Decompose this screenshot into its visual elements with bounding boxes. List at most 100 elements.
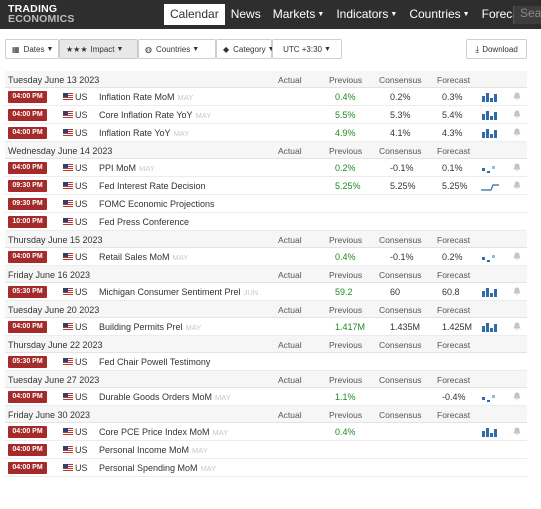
us-flag-icon bbox=[63, 464, 73, 471]
impact-filter-button[interactable]: ★★★ Impact ▼ bbox=[59, 39, 138, 59]
bell-icon[interactable] bbox=[513, 128, 521, 137]
chevron-down-icon: ▼ bbox=[462, 11, 470, 18]
event-name-link[interactable]: FOMC Economic Projections bbox=[99, 199, 215, 209]
sparkline-chart[interactable] bbox=[481, 321, 499, 333]
previous-value: 1.1% bbox=[335, 392, 356, 402]
countries-filter-button[interactable]: ◍ Countries ▼ bbox=[138, 39, 216, 59]
event-name-link[interactable]: Retail Sales MoM MAY bbox=[99, 252, 189, 262]
sparkline-chart[interactable] bbox=[481, 426, 499, 438]
event-row[interactable]: 04:00 PM US Durable Goods Orders MoM MAY 1.1… bbox=[5, 388, 527, 406]
nav-item-news[interactable]: News bbox=[225, 4, 267, 25]
date-header-row: Tuesday June 13 2023 Actual Previous Consen… bbox=[5, 71, 527, 88]
column-header-forecast: Forecast bbox=[437, 146, 471, 156]
timezone-filter-button[interactable]: UTC +3:30 ▼ bbox=[272, 39, 342, 59]
nav-item-markets[interactable]: Markets ▼ bbox=[267, 4, 331, 25]
event-row[interactable]: 04:00 PM US Personal Income MoM MAY bbox=[5, 441, 527, 459]
nav-item-countries[interactable]: Countries ▼ bbox=[403, 4, 475, 25]
sparkline-chart[interactable] bbox=[481, 391, 499, 403]
sparkline-chart[interactable] bbox=[481, 162, 499, 174]
event-name-link[interactable]: Building Permits Prel MAY bbox=[99, 322, 202, 332]
forecast-value[interactable]: 60.8 bbox=[442, 287, 460, 297]
event-name-link[interactable]: Core PCE Price Index MoM MAY bbox=[99, 427, 229, 437]
forecast-value[interactable]: 4.3% bbox=[442, 128, 463, 138]
country-code: US bbox=[75, 252, 88, 262]
us-flag-icon bbox=[63, 93, 73, 100]
sparkline-chart[interactable] bbox=[481, 91, 499, 103]
event-row[interactable]: 10:00 PM US Fed Press Conference bbox=[5, 213, 527, 231]
event-name-link[interactable]: Fed Interest Rate Decision bbox=[99, 181, 206, 191]
forecast-value[interactable]: -0.4% bbox=[442, 392, 466, 402]
event-row[interactable]: 04:00 PM US Retail Sales MoM MAY 0.4% -0.1% 0.… bbox=[5, 248, 527, 266]
country-code: US bbox=[75, 163, 88, 173]
forecast-value[interactable]: 0.3% bbox=[442, 92, 463, 102]
us-flag-icon bbox=[63, 111, 73, 118]
event-name-link[interactable]: Core Inflation Rate YoY MAY bbox=[99, 110, 212, 120]
sparkline-chart[interactable] bbox=[481, 127, 499, 139]
nav-item-label: Indicators bbox=[336, 7, 389, 21]
bell-icon[interactable] bbox=[513, 252, 521, 261]
column-header-consensus: Consensus bbox=[379, 146, 422, 156]
bell-icon[interactable] bbox=[513, 287, 521, 296]
bell-icon[interactable] bbox=[513, 392, 521, 401]
search-input[interactable]: Sea bbox=[513, 6, 541, 24]
column-header-actual: Actual bbox=[278, 410, 302, 420]
event-name-link[interactable]: PPI MoM MAY bbox=[99, 163, 155, 173]
event-row[interactable]: 04:00 PM US Building Permits Prel MAY 1.417M… bbox=[5, 318, 527, 336]
consensus-value: -0.1% bbox=[390, 163, 414, 173]
event-row[interactable]: 09:30 PM US Fed Interest Rate Decision 5.25… bbox=[5, 177, 527, 195]
bell-icon[interactable] bbox=[513, 110, 521, 119]
event-name-link[interactable]: Inflation Rate YoY MAY bbox=[99, 128, 190, 138]
event-row[interactable]: 04:00 PM US PPI MoM MAY 0.2% -0.1% 0.1% bbox=[5, 159, 527, 177]
event-row[interactable]: 05:30 PM US Michigan Consumer Sentiment Pr… bbox=[5, 283, 527, 301]
category-filter-button[interactable]: ◆ Category ▼ bbox=[216, 39, 275, 59]
dates-filter-button[interactable]: ▦ Dates ▼ bbox=[5, 39, 59, 59]
forecast-value[interactable]: 1.425M bbox=[442, 322, 473, 332]
date-header: Thursday June 15 2023 bbox=[8, 235, 103, 245]
nav-item-calendar[interactable]: Calendar bbox=[164, 4, 225, 25]
bell-icon[interactable] bbox=[513, 427, 521, 436]
event-name-link[interactable]: Personal Income MoM MAY bbox=[99, 445, 208, 455]
trading-economics-logo[interactable]: TRADING ECONOMICS bbox=[8, 4, 75, 25]
sparkline-chart[interactable] bbox=[481, 251, 499, 263]
forecast-value[interactable]: 5.4% bbox=[442, 110, 463, 120]
download-button[interactable]: ⤓ Download bbox=[466, 39, 527, 59]
us-flag-icon bbox=[63, 428, 73, 435]
event-name-link[interactable]: Personal Spending MoM MAY bbox=[99, 463, 217, 473]
event-name-link[interactable]: Michigan Consumer Sentiment Prel JUN bbox=[99, 287, 259, 297]
consensus-value: 5.3% bbox=[390, 110, 411, 120]
forecast-value[interactable]: 0.1% bbox=[442, 163, 463, 173]
event-row[interactable]: 04:00 PM US Personal Spending MoM MAY bbox=[5, 459, 527, 477]
column-header-previous: Previous bbox=[329, 235, 363, 245]
date-header-row: Wednesday June 14 2023 Actual Previous Cons… bbox=[5, 142, 527, 159]
event-name-link[interactable]: Durable Goods Orders MoM MAY bbox=[99, 392, 231, 402]
event-row[interactable]: 04:00 PM US Inflation Rate MoM MAY 0.4% 0.2% 0… bbox=[5, 88, 527, 106]
chevron-down-icon: ▼ bbox=[192, 45, 200, 53]
nav-item-indicators[interactable]: Indicators ▼ bbox=[330, 4, 403, 25]
event-row[interactable]: 09:30 PM US FOMC Economic Projections bbox=[5, 195, 527, 213]
bell-icon[interactable] bbox=[513, 163, 521, 172]
bell-icon[interactable] bbox=[513, 181, 521, 190]
sparkline-chart[interactable] bbox=[481, 180, 499, 192]
event-name-link[interactable]: Inflation Rate MoM MAY bbox=[99, 92, 194, 102]
event-row[interactable]: 04:00 PM US Core PCE Price Index MoM MAY 0.4… bbox=[5, 423, 527, 441]
event-row[interactable]: 05:30 PM US Fed Chair Powell Testimony bbox=[5, 353, 527, 371]
event-row[interactable]: 04:00 PM US Core Inflation Rate YoY MAY 5.5%… bbox=[5, 106, 527, 124]
sparkline-chart[interactable] bbox=[481, 286, 499, 298]
bell-icon[interactable] bbox=[513, 92, 521, 101]
reference-period: MAY bbox=[185, 323, 202, 332]
event-row[interactable]: 04:00 PM US Inflation Rate YoY MAY 4.9% 4.1% 4… bbox=[5, 124, 527, 142]
chevron-down-icon: ▼ bbox=[46, 45, 54, 53]
event-name-link[interactable]: Fed Chair Powell Testimony bbox=[99, 357, 211, 367]
forecast-value[interactable]: 0.2% bbox=[442, 252, 463, 262]
column-header-consensus: Consensus bbox=[379, 305, 422, 315]
column-header-previous: Previous bbox=[329, 410, 363, 420]
us-flag-icon bbox=[63, 358, 73, 365]
forecast-value[interactable]: 5.25% bbox=[442, 181, 468, 191]
bell-icon[interactable] bbox=[513, 322, 521, 331]
sparkline-chart[interactable] bbox=[481, 109, 499, 121]
time-badge: 04:00 PM bbox=[8, 251, 47, 263]
time-badge: 04:00 PM bbox=[8, 127, 47, 139]
us-flag-icon bbox=[63, 218, 73, 225]
globe-icon: ◍ bbox=[145, 44, 152, 54]
event-name-link[interactable]: Fed Press Conference bbox=[99, 217, 190, 227]
